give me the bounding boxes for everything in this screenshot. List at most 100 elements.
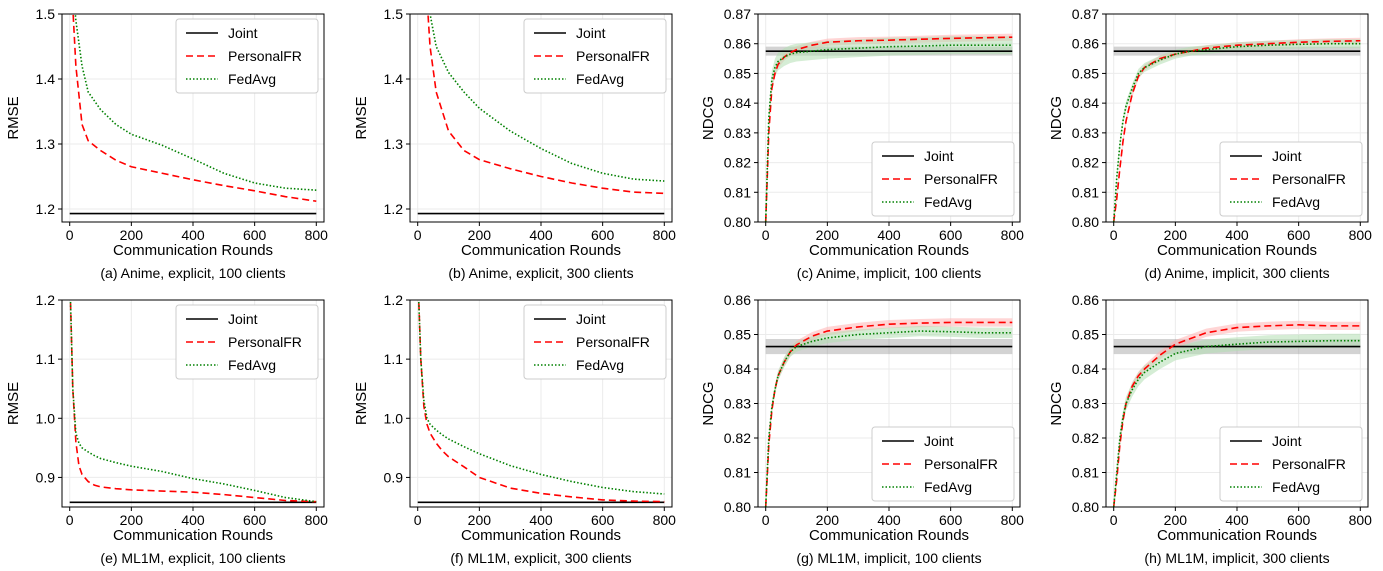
legend-label-joint: Joint (576, 25, 606, 41)
chart-caption: (d) Anime, implicit, 300 clients (1144, 265, 1329, 281)
y-axis-label: RMSE (5, 382, 22, 425)
legend-label-fedavg: FedAvg (924, 479, 972, 495)
x-axis-label: Communication Rounds (1157, 242, 1317, 259)
legend-label-fedavg: FedAvg (228, 71, 276, 87)
y-tick-label: 1.4 (384, 71, 404, 87)
y-tick-label: 0.82 (724, 155, 751, 171)
y-tick-label: 0.83 (1072, 396, 1099, 412)
series-line-personalfr (417, 300, 665, 503)
legend-label-joint: Joint (576, 311, 606, 327)
y-tick-label: 0.81 (724, 465, 751, 481)
plot-area (1112, 320, 1361, 507)
legend-box (871, 426, 1015, 502)
y-axis-label: RMSE (353, 96, 370, 139)
legend-box (175, 18, 319, 94)
x-tick-label: 200 (816, 512, 840, 528)
legend-label-joint: Joint (228, 25, 258, 41)
legend-label-fedavg: FedAvg (924, 194, 972, 210)
series-line-personalfr (764, 36, 1013, 222)
chart-panel-1: 0 200 400 600 800 1.2 1.3 1.4 1.5 Communication R… (5, 6, 329, 281)
series-line-personalfr (72, 14, 317, 202)
legend-label-fedavg: FedAvg (1272, 194, 1320, 210)
y-tick-label: 1.0 (384, 410, 404, 426)
x-tick-label: 200 (1164, 227, 1188, 243)
y-tick-label: 1.2 (36, 201, 56, 217)
y-tick-label: 1.2 (384, 201, 404, 217)
y-tick-label: 0.87 (724, 6, 751, 22)
legend-label-personalfr: PersonalFR (576, 334, 650, 350)
legend-label-personalfr: PersonalFR (924, 456, 998, 472)
x-tick-label: 0 (414, 512, 422, 528)
y-tick-label: 0.84 (1072, 95, 1099, 111)
y-tick-label: 0.87 (1072, 6, 1099, 22)
y-tick-label: 0.85 (724, 65, 751, 81)
y-tick-label: 1.4 (36, 71, 56, 87)
legend: Joint PersonalFR FedAvg (175, 18, 319, 94)
legend-label-personalfr: PersonalFR (576, 48, 650, 64)
y-tick-label: 1.1 (384, 351, 404, 367)
y-tick-label: 0.86 (724, 292, 751, 308)
y-axis-label: NDCG (1048, 381, 1065, 425)
chart-caption: (h) ML1M, implicit, 300 clients (1144, 550, 1329, 566)
y-tick-label: 0.80 (724, 499, 751, 515)
y-tick-label: 0.86 (1072, 292, 1099, 308)
x-tick-label: 400 (181, 227, 205, 243)
chart-caption: (a) Anime, explicit, 100 clients (100, 265, 285, 281)
x-tick-label: 0 (414, 227, 422, 243)
y-tick-label: 0.81 (1072, 184, 1099, 200)
y-tick-label: 0.9 (36, 469, 56, 485)
y-axis-label: NDCG (700, 381, 717, 425)
y-tick-label: 0.84 (724, 361, 751, 377)
x-axis-label: Communication Rounds (113, 527, 273, 544)
y-tick-label: 1.2 (36, 292, 56, 308)
y-tick-label: 1.1 (36, 351, 56, 367)
x-tick-label: 600 (1287, 227, 1311, 243)
x-axis-label: Communication Rounds (461, 527, 621, 544)
x-tick-label: 200 (120, 512, 144, 528)
x-axis-label: Communication Rounds (461, 242, 621, 259)
legend-label-joint: Joint (924, 148, 954, 164)
series-line-personalfr (1112, 39, 1361, 222)
y-axis-label: NDCG (700, 96, 717, 140)
legend-box (1219, 141, 1363, 217)
chart-caption: (g) ML1M, implicit, 100 clients (796, 550, 981, 566)
legend: Joint PersonalFR FedAvg (871, 426, 1015, 502)
legend-label-fedavg: FedAvg (1272, 479, 1320, 495)
y-axis-label: RMSE (5, 96, 22, 139)
legend-label-fedavg: FedAvg (576, 357, 624, 373)
legend: Joint PersonalFR FedAvg (175, 304, 319, 380)
legend-box (175, 304, 319, 380)
x-tick-label: 600 (243, 227, 267, 243)
y-tick-label: 0.82 (1072, 155, 1099, 171)
x-tick-label: 600 (1287, 512, 1311, 528)
x-tick-label: 0 (66, 512, 74, 528)
x-tick-label: 200 (120, 227, 144, 243)
x-tick-label: 600 (591, 227, 615, 243)
y-tick-label: 1.5 (36, 6, 56, 22)
x-tick-label: 400 (529, 512, 553, 528)
x-tick-label: 800 (305, 227, 329, 243)
plot-area (764, 33, 1013, 222)
y-tick-label: 1.3 (36, 136, 56, 152)
y-tick-label: 0.84 (1072, 361, 1099, 377)
y-tick-label: 0.9 (384, 469, 404, 485)
y-tick-label: 0.85 (1072, 327, 1099, 343)
y-tick-label: 0.85 (1072, 65, 1099, 81)
y-tick-label: 0.82 (724, 430, 751, 446)
x-tick-label: 0 (1110, 512, 1118, 528)
x-axis-label: Communication Rounds (809, 242, 969, 259)
legend-label-fedavg: FedAvg (576, 71, 624, 87)
x-tick-label: 400 (1225, 512, 1249, 528)
x-axis-label: Communication Rounds (809, 527, 969, 544)
x-tick-label: 200 (1164, 512, 1188, 528)
x-tick-label: 800 (653, 227, 677, 243)
x-tick-label: 400 (529, 227, 553, 243)
plot-area (69, 300, 317, 504)
legend: Joint PersonalFR FedAvg (1219, 141, 1363, 217)
x-tick-label: 800 (1349, 512, 1373, 528)
chart-panel-7: 0 200 400 600 800 0.80 0.81 0.82 0.83 0.84 0.85 0.8… (700, 292, 1024, 566)
series-line-fedavg (69, 300, 317, 503)
legend-box (1219, 426, 1363, 502)
series-line-fedavg (764, 330, 1013, 507)
legend-label-personalfr: PersonalFR (1272, 456, 1346, 472)
